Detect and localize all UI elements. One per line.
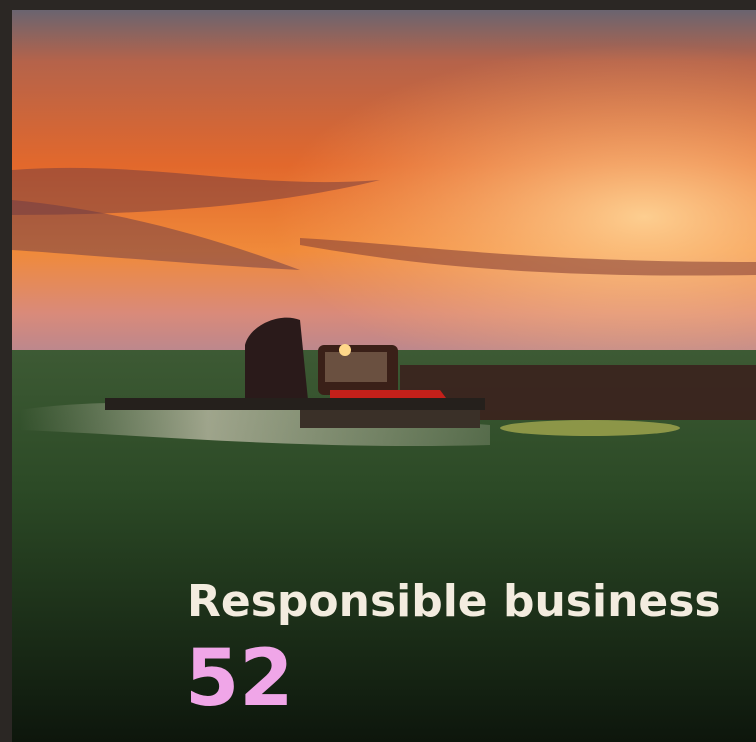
photo	[12, 10, 756, 742]
page-number: 52	[185, 634, 294, 724]
hero-image: Responsible business 52	[0, 0, 756, 742]
title: Responsible business	[187, 576, 721, 627]
page: Responsible business 52 (() => { const d…	[0, 0, 756, 742]
